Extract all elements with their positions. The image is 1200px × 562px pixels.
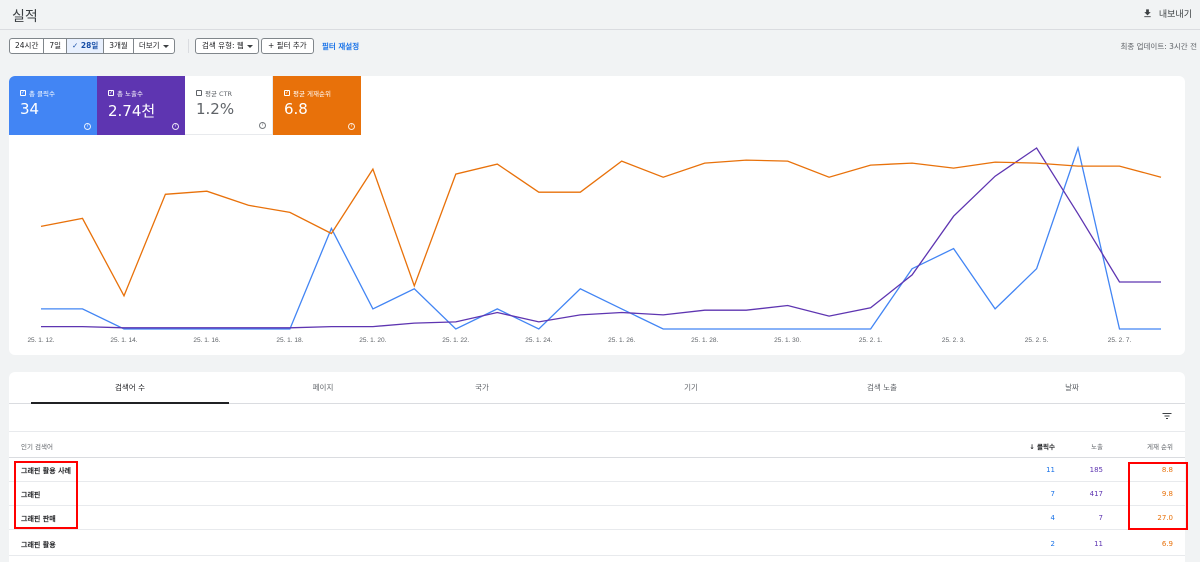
performance-chart-card: ✓ 총 클릭수 34 ? ✓ 총 노출수 2.74천 ? 평균 CTR 1.2% ?… bbox=[9, 76, 1185, 355]
range-28d-label: 28일 bbox=[80, 41, 99, 50]
search-type-dropdown[interactable]: 검색 유형: 웹 bbox=[195, 38, 259, 54]
metric-average-position[interactable]: ✓ 평균 게재순위 6.8 ? bbox=[273, 76, 361, 135]
help-icon[interactable]: ? bbox=[172, 123, 179, 130]
export-button[interactable]: 내보내기 bbox=[1142, 7, 1192, 20]
clicks-cell: 2 bbox=[1050, 540, 1055, 548]
query-cell: 그래핀 bbox=[21, 491, 41, 499]
checkbox-unchecked-icon[interactable] bbox=[196, 90, 202, 96]
metric-value: 34 bbox=[20, 100, 40, 118]
metric-average-ctr[interactable]: 평균 CTR 1.2% ? bbox=[185, 76, 273, 135]
help-icon[interactable]: ? bbox=[259, 122, 266, 129]
range-more-dropdown[interactable]: 더보기 bbox=[134, 39, 174, 53]
reset-filters-link[interactable]: 필터 재설정 bbox=[322, 42, 360, 51]
clicks-cell: 4 bbox=[1050, 514, 1055, 522]
add-filter-button[interactable]: + 필터 추가 bbox=[261, 38, 314, 54]
series-line-2 bbox=[40, 159, 1162, 298]
x-tick-label: 25. 1. 12. bbox=[27, 337, 54, 344]
add-filter-label: 필터 추가 bbox=[276, 41, 307, 50]
table-row[interactable]: 그래핀 활용 2 11 6.9 bbox=[9, 532, 1185, 556]
metric-value: 1.2% bbox=[196, 100, 235, 118]
last-updated-text: 최종 업데이트: 3시간 전 bbox=[1120, 42, 1197, 51]
export-label: 내보내기 bbox=[1158, 10, 1192, 20]
date-range-selector: 24시간 7일 ✓ 28일 3개월 더보기 bbox=[9, 38, 175, 54]
impressions-cell: 7 bbox=[1098, 514, 1103, 522]
position-cell: 9.8 bbox=[1161, 490, 1173, 498]
table-header: 인기 검색어 ↓ 클릭수 노출 게재 순위 bbox=[9, 431, 1185, 458]
check-icon: ✓ bbox=[72, 41, 81, 50]
impressions-cell: 11 bbox=[1094, 540, 1103, 548]
position-cell: 27.0 bbox=[1157, 514, 1173, 522]
tab-dates[interactable]: 날짜 bbox=[1065, 383, 1079, 392]
x-tick-label: 25. 1. 26. bbox=[608, 337, 635, 344]
download-icon bbox=[1144, 9, 1151, 18]
x-tick-label: 25. 2. 5. bbox=[1025, 337, 1049, 344]
col-query: 인기 검색어 bbox=[21, 443, 53, 451]
impressions-cell: 185 bbox=[1089, 466, 1103, 474]
help-icon[interactable]: ? bbox=[84, 123, 91, 130]
metric-label: 평균 CTR bbox=[205, 90, 233, 98]
range-7d[interactable]: 7일 bbox=[44, 39, 68, 53]
x-tick-label: 25. 2. 7. bbox=[1108, 337, 1132, 344]
filter-rows-icon[interactable] bbox=[1161, 410, 1173, 422]
query-cell: 그래핀 판매 bbox=[21, 515, 56, 523]
x-tick-label: 25. 1. 28. bbox=[691, 337, 718, 344]
range-24h[interactable]: 24시간 bbox=[10, 39, 45, 53]
col-position[interactable]: 게재 순위 bbox=[1147, 443, 1173, 451]
clicks-cell: 7 bbox=[1050, 490, 1055, 498]
impressions-cell: 417 bbox=[1089, 490, 1103, 498]
x-tick-label: 25. 1. 30. bbox=[774, 337, 801, 344]
queries-table-card: 검색어 수 페이지 국가 기기 검색 노출 날짜 인기 검색어 ↓ 클릭수 노출… bbox=[9, 372, 1185, 562]
x-tick-label: 25. 1. 14. bbox=[110, 337, 137, 344]
x-tick-label: 25. 1. 22. bbox=[442, 337, 469, 344]
help-icon[interactable]: ? bbox=[348, 123, 355, 130]
col-impressions[interactable]: 노출 bbox=[1091, 443, 1103, 451]
metric-label: 총 노출수 bbox=[117, 90, 143, 98]
position-cell: 6.9 bbox=[1161, 540, 1173, 548]
tab-devices[interactable]: 기기 bbox=[684, 383, 698, 392]
metric-label: 평균 게재순위 bbox=[293, 90, 331, 98]
table-row[interactable]: 그래핀 활용 사례 11 185 8.8 bbox=[9, 458, 1185, 482]
tab-pages[interactable]: 페이지 bbox=[312, 383, 334, 392]
metric-value: 6.8 bbox=[284, 100, 308, 118]
top-bar: 실적 내보내기 bbox=[0, 0, 1200, 30]
col-clicks[interactable]: ↓ 클릭수 bbox=[1029, 441, 1055, 451]
divider bbox=[188, 39, 189, 53]
dimension-tabs: 검색어 수 페이지 국가 기기 검색 노출 날짜 bbox=[9, 372, 1185, 404]
series-line-0 bbox=[41, 145, 1161, 330]
tab-queries[interactable]: 검색어 수 bbox=[31, 372, 229, 404]
series-line-1 bbox=[41, 147, 1161, 329]
query-cell: 그래핀 활용 사례 bbox=[21, 467, 71, 475]
filter-bar: 24시간 7일 ✓ 28일 3개월 더보기 검색 유형: 웹 + 필터 추가 필… bbox=[0, 31, 1200, 61]
metric-total-impressions[interactable]: ✓ 총 노출수 2.74천 ? bbox=[97, 76, 185, 135]
metric-value: 2.74천 bbox=[108, 102, 156, 120]
query-cell: 그래핀 활용 bbox=[21, 541, 56, 549]
metric-label: 총 클릭수 bbox=[29, 90, 55, 98]
checkbox-checked-icon[interactable]: ✓ bbox=[20, 90, 26, 96]
position-cell: 8.8 bbox=[1161, 466, 1173, 474]
table-row[interactable]: 그래핀 판매 4 7 27.0 bbox=[9, 506, 1185, 530]
plus-icon: + bbox=[268, 41, 277, 50]
sort-down-arrow-icon: ↓ bbox=[1029, 443, 1038, 451]
line-chart: 25. 1. 12. 25. 1. 14. 25. 1. 16. 25. 1. 18.… bbox=[27, 145, 1162, 344]
col-clicks-label: 클릭수 bbox=[1037, 443, 1055, 451]
checkbox-checked-icon[interactable]: ✓ bbox=[108, 90, 114, 96]
checkbox-checked-icon[interactable]: ✓ bbox=[284, 90, 290, 96]
range-3m[interactable]: 3개월 bbox=[104, 39, 134, 53]
x-tick-label: 25. 1. 20. bbox=[359, 337, 386, 344]
metric-total-clicks[interactable]: ✓ 총 클릭수 34 ? bbox=[9, 76, 97, 135]
x-tick-label: 25. 2. 1. bbox=[859, 337, 883, 344]
tab-countries[interactable]: 국가 bbox=[475, 383, 489, 392]
page-title: 실적 bbox=[12, 9, 38, 25]
x-tick-label: 25. 2. 3. bbox=[942, 337, 966, 344]
x-tick-label: 25. 1. 24. bbox=[525, 337, 552, 344]
table-row[interactable]: 그래핀 7 417 9.8 bbox=[9, 482, 1185, 506]
x-tick-label: 25. 1. 16. bbox=[193, 337, 220, 344]
range-28d[interactable]: ✓ 28일 bbox=[67, 39, 105, 53]
tab-search-appearance[interactable]: 검색 노출 bbox=[867, 383, 897, 392]
x-tick-label: 25. 1. 18. bbox=[276, 337, 303, 344]
clicks-cell: 11 bbox=[1046, 466, 1055, 474]
